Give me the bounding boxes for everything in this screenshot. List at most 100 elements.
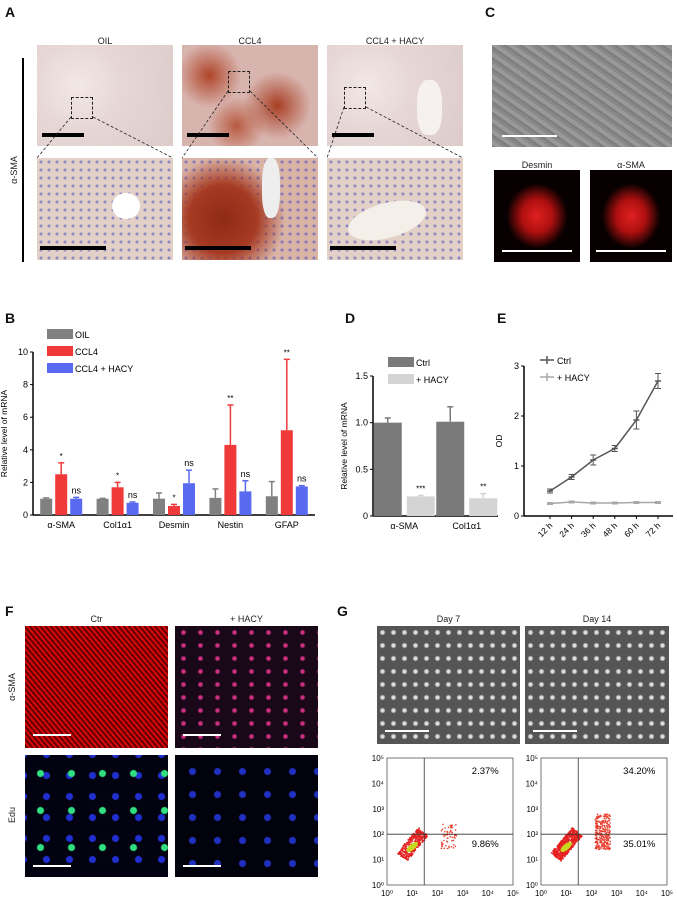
event-dot [595, 834, 598, 836]
event-dot [605, 813, 608, 816]
quadrant-upper-right: 34.20% [623, 766, 656, 777]
line-Ctrl [549, 380, 659, 492]
event-dot [441, 841, 443, 844]
bar-CCL4 + HACY [183, 483, 195, 515]
event-dot [568, 835, 571, 837]
event-dot [603, 815, 606, 817]
event-dot [454, 829, 457, 831]
event-dot [450, 845, 453, 848]
row-bracket [22, 58, 24, 262]
significance-label: * [60, 452, 63, 461]
event-dot [447, 826, 450, 829]
event-dot [594, 822, 597, 825]
bar-CCL4 + HACY [239, 491, 252, 515]
event-dot [596, 841, 599, 843]
ihc-ccl4-zoom [182, 158, 318, 260]
panel-label-a: A [5, 4, 16, 20]
event-dot [557, 844, 560, 847]
event-dot [442, 843, 444, 845]
y-tick-label: 10⁰ [372, 881, 384, 890]
event-dot [567, 832, 570, 835]
legend-label: OIL [75, 330, 90, 340]
legend-label: + HACY [557, 373, 590, 383]
event-dot [446, 832, 449, 834]
event-dot [400, 852, 403, 855]
event-dot [605, 817, 607, 820]
event-dot [596, 842, 599, 844]
event-dot [598, 838, 600, 841]
event-dot [397, 853, 400, 856]
event-dot [573, 831, 576, 834]
x-tick-label: 10⁰ [381, 889, 393, 898]
event-dot [410, 838, 413, 841]
event-dot [561, 856, 564, 859]
y-tick-label: 0 [363, 511, 368, 521]
event-dot [555, 852, 558, 855]
event-dot [595, 836, 598, 838]
y-tick-label: 6 [23, 412, 28, 422]
event-dot [596, 822, 598, 825]
event-dot [604, 829, 606, 832]
legend-swatch [47, 329, 73, 339]
category-label: Col1α1 [452, 521, 481, 531]
edu-hacy-image [175, 755, 318, 877]
event-dot [566, 840, 568, 842]
bar-OIL [153, 498, 165, 515]
event-dot [598, 830, 601, 832]
event-dot [608, 823, 610, 826]
event-dot [600, 847, 602, 850]
y-tick-label: 10⁵ [372, 754, 384, 763]
event-dot [404, 842, 406, 845]
event-dot [557, 849, 560, 852]
event-dot [421, 838, 424, 841]
quadrant-lower-right: 35.01% [623, 839, 656, 850]
event-dot [607, 835, 610, 837]
event-dot [419, 830, 422, 832]
event-dot [566, 837, 569, 840]
event-dot [568, 830, 571, 833]
event-dot [559, 841, 562, 844]
category-label: Nestin [218, 520, 244, 530]
event-dot [606, 831, 608, 833]
event-dot [560, 839, 563, 842]
event-dot [579, 834, 582, 837]
event-dot [563, 837, 566, 840]
event-dot [401, 847, 404, 850]
event-dot [559, 855, 562, 858]
row-label-edu: Edu [7, 807, 17, 824]
y-axis-label: OD [494, 435, 504, 448]
x-tick-label: 10³ [457, 889, 469, 898]
event-dot [601, 842, 603, 844]
event-dot [403, 856, 406, 859]
event-dot [558, 852, 561, 855]
event-dot [603, 824, 606, 827]
event-dot [575, 830, 578, 833]
event-dot [604, 814, 607, 817]
category-label: α-SMA [390, 521, 418, 531]
ihc-hacy-zoom [327, 158, 463, 260]
event-dot [421, 835, 424, 838]
event-dot [400, 855, 403, 858]
event-dot [417, 837, 419, 840]
event-dot [562, 840, 565, 843]
event-dot [596, 816, 598, 818]
event-dot [419, 832, 422, 834]
event-dot [415, 829, 418, 832]
y-tick-label: 3 [514, 361, 519, 371]
bar-+ HACY [469, 498, 498, 516]
event-dot [560, 851, 563, 854]
significance-label: ** [227, 394, 233, 403]
event-dot [596, 827, 599, 829]
event-dot [557, 846, 560, 849]
y-tick-label: 1 [514, 461, 519, 471]
col-title-hacy: + HACY [230, 614, 263, 624]
desmin-fluorescence [494, 170, 580, 262]
event-dot [603, 813, 606, 815]
event-dot [603, 838, 606, 841]
event-dot [600, 815, 602, 817]
event-dot [414, 849, 417, 851]
event-dot [605, 835, 607, 837]
bar-CCL4 [168, 506, 180, 515]
event-dot [420, 836, 422, 839]
